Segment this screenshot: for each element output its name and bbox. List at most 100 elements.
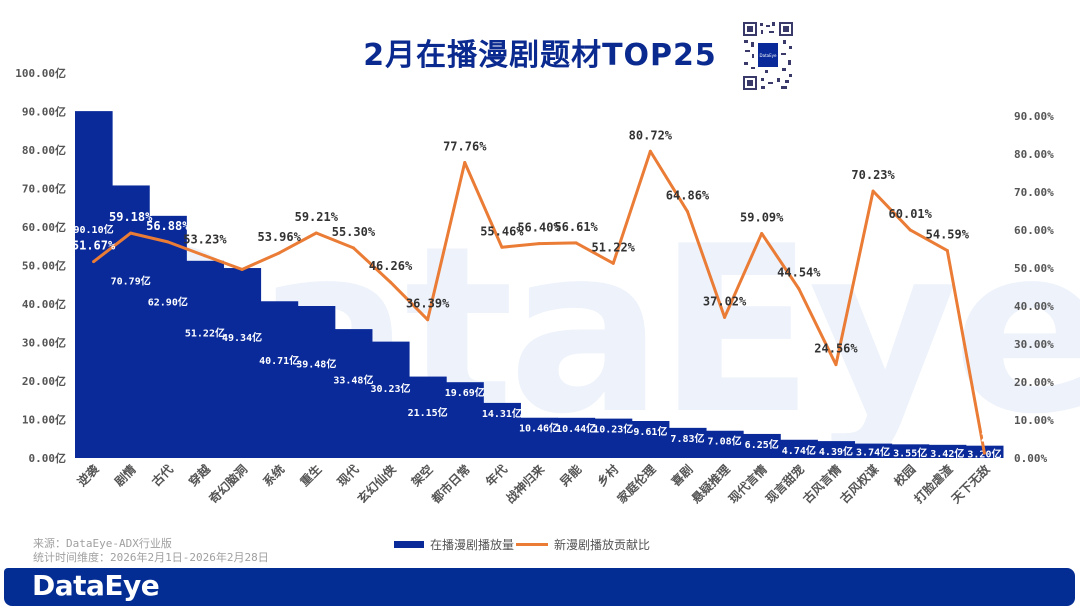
bar — [854, 443, 893, 458]
bar-data-label: 7.08亿 — [708, 435, 742, 448]
line-data-label: 53.96% — [257, 230, 301, 244]
bar-data-label: 3.74亿 — [856, 446, 890, 459]
line-data-label: 77.76% — [443, 140, 487, 154]
bar-data-label: 3.55亿 — [893, 446, 927, 459]
line-data-label: 46.26% — [369, 259, 413, 273]
line-point — [463, 161, 467, 165]
line-data-label: 51.67% — [72, 239, 116, 253]
left-axis-tick-label: 70.00亿 — [22, 182, 66, 196]
x-category-label: 乡村 — [594, 462, 622, 490]
bar — [371, 341, 410, 458]
bar-data-label: 10.23亿 — [593, 423, 633, 436]
line-data-label: 44.54% — [777, 266, 821, 280]
x-category-label: 玄幻仙侠 — [354, 461, 399, 506]
legend: 在播漫剧播放量 新漫剧播放贡献比 — [394, 536, 650, 553]
x-category-label: 现代言情 — [725, 462, 770, 507]
line-data-label: 24.56% — [814, 342, 858, 356]
line-point — [314, 231, 318, 235]
bar — [631, 421, 670, 458]
bar-data-label: 4.74亿 — [782, 444, 816, 457]
left-axis-tick-label: 50.00亿 — [22, 259, 66, 273]
line-point — [537, 242, 541, 246]
legend-bar-label: 在播漫剧播放量 — [430, 538, 515, 552]
bar — [112, 185, 150, 458]
x-category-label: 古风言情 — [800, 462, 845, 507]
bar — [75, 111, 113, 459]
x-category-label: 剧情 — [111, 462, 139, 490]
line-data-label: 53.23% — [183, 233, 227, 247]
line-point — [277, 251, 281, 255]
line-data-label: 51.22% — [592, 240, 636, 254]
line-data-label: 1.25% — [966, 430, 1003, 444]
bar — [223, 268, 262, 458]
line-data-label: 37.02% — [703, 294, 747, 308]
line-point — [871, 189, 875, 193]
line-data-label: 56.61% — [554, 220, 598, 234]
x-category-label: 逆袭 — [74, 461, 102, 489]
right-axis-tick-label: 50.00% — [1014, 262, 1054, 275]
chart-title: 2月在播漫剧题材TOP25 — [363, 38, 717, 73]
bar — [891, 444, 930, 458]
line-data-label: 36.39% — [406, 297, 450, 311]
line-point — [574, 241, 578, 245]
line-data-label: 59.21% — [295, 210, 339, 224]
line-point — [834, 363, 838, 367]
bar-data-label: 4.39亿 — [819, 445, 853, 458]
bar-data-label: 14.31亿 — [482, 407, 522, 420]
x-category-label: 奇幻脑洞 — [206, 462, 251, 507]
bar — [334, 329, 373, 458]
bar-data-label: 51.22亿 — [185, 326, 225, 339]
bar — [409, 376, 447, 458]
line-point — [351, 246, 355, 250]
left-axis-tick-label: 20.00亿 — [22, 374, 66, 388]
bar-data-label: 40.71亿 — [259, 354, 299, 367]
right-axis-tick-label: 90.00% — [1014, 110, 1054, 123]
line-data-label: 60.01% — [889, 207, 933, 221]
left-axis-tick-label: 0.00亿 — [29, 451, 67, 465]
x-category-label: 现代 — [334, 462, 362, 490]
bar — [186, 260, 224, 458]
x-category-label: 系统 — [260, 462, 288, 490]
line-data-label: 54.59% — [926, 228, 970, 242]
right-axis-tick-label: 80.00% — [1014, 148, 1054, 161]
line-point — [240, 267, 244, 271]
bar — [780, 439, 818, 458]
qr-brand-label: DataEye — [760, 53, 777, 58]
line-point — [389, 280, 393, 284]
bar-data-label: 10.44亿 — [556, 422, 596, 435]
x-category-label: 战神归来 — [503, 461, 548, 506]
footer-bar: DataEye — [4, 568, 1075, 606]
right-axis: 0.00% 10.00% 20.00% 30.00% 40.00% 50.00% 60.00… — [1014, 110, 1054, 465]
bar — [446, 382, 484, 458]
bar-data-label: 33.48亿 — [333, 373, 373, 386]
bar-data-label: 90.10亿 — [74, 223, 114, 236]
legend-line-swatch — [516, 543, 549, 546]
right-axis-tick-label: 10.00% — [1014, 414, 1054, 427]
source-note: 来源：DataEye-ADX行业版 统计时间维度：2026年2月1日-2026年… — [33, 537, 269, 565]
line-point — [685, 210, 689, 214]
line-data-label: 59.09% — [740, 210, 784, 224]
x-category-label: 古代 — [148, 462, 176, 490]
source-line: 来源：DataEye-ADX行业版 — [33, 537, 172, 550]
right-axis-tick-label: 0.00% — [1014, 452, 1047, 465]
right-axis-tick-label: 60.00% — [1014, 224, 1054, 237]
line-point — [203, 254, 207, 258]
x-category-label: 天下无敌 — [948, 462, 993, 507]
bar-data-label: 70.79亿 — [111, 274, 151, 287]
bar-data-label: 6.25亿 — [745, 438, 779, 451]
line-data-label: 56.88% — [146, 219, 190, 233]
line-point — [166, 240, 170, 244]
bar — [483, 402, 521, 458]
line-data-label: 59.18% — [109, 210, 153, 224]
line-point — [648, 149, 652, 153]
x-category-label: 重生 — [297, 462, 325, 490]
bar — [520, 417, 559, 458]
line-point — [760, 231, 764, 235]
left-axis-tick-label: 10.00亿 — [22, 413, 66, 427]
bar-data-label: 3.42亿 — [930, 447, 964, 460]
bar — [297, 306, 336, 458]
right-axis-tick-label: 40.00% — [1014, 300, 1054, 313]
line-point — [426, 318, 430, 322]
